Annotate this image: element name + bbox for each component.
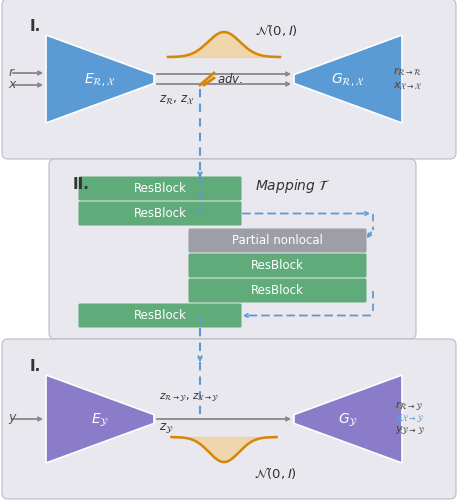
Text: II.: II.	[73, 177, 90, 192]
Polygon shape	[46, 35, 154, 123]
Text: $x_{\mathcal{X}\rightarrow\mathcal{Y}}$: $x_{\mathcal{X}\rightarrow\mathcal{Y}}$	[395, 412, 425, 426]
Text: I.: I.	[30, 359, 41, 374]
FancyBboxPatch shape	[189, 254, 366, 278]
Text: Partial nonlocal: Partial nonlocal	[232, 234, 323, 247]
Text: $Mapping\;\mathcal{T}$: $Mapping\;\mathcal{T}$	[255, 177, 331, 195]
Text: $\mathcal{N}(0,I)$: $\mathcal{N}(0,I)$	[254, 465, 297, 481]
FancyBboxPatch shape	[2, 0, 456, 159]
Text: $adv.$: $adv.$	[217, 72, 243, 86]
Text: $G_{\mathcal{R},\mathcal{X}}$: $G_{\mathcal{R},\mathcal{X}}$	[331, 70, 365, 88]
Text: $E_{\mathcal{Y}}$: $E_{\mathcal{Y}}$	[91, 410, 109, 428]
FancyBboxPatch shape	[78, 176, 242, 201]
Text: $\mathcal{N}(0,I)$: $\mathcal{N}(0,I)$	[255, 22, 298, 38]
Polygon shape	[294, 35, 402, 123]
FancyBboxPatch shape	[78, 202, 242, 226]
Text: $r_{\mathcal{R}\rightarrow\mathcal{R}}$: $r_{\mathcal{R}\rightarrow\mathcal{R}}$	[393, 66, 422, 78]
Text: $y$: $y$	[8, 412, 18, 426]
Text: I.: I.	[30, 19, 41, 34]
FancyBboxPatch shape	[2, 339, 456, 499]
FancyBboxPatch shape	[49, 159, 416, 339]
FancyBboxPatch shape	[189, 278, 366, 302]
Text: ResBlock: ResBlock	[251, 259, 304, 272]
Text: $x_{\mathcal{X}\rightarrow\mathcal{X}}$: $x_{\mathcal{X}\rightarrow\mathcal{X}}$	[393, 80, 423, 92]
Text: $y_{\mathcal{Y}\rightarrow\mathcal{Y}}$: $y_{\mathcal{Y}\rightarrow\mathcal{Y}}$	[395, 424, 425, 438]
Polygon shape	[294, 375, 402, 463]
Text: $r$: $r$	[8, 66, 16, 80]
Text: $G_{\mathcal{Y}}$: $G_{\mathcal{Y}}$	[338, 410, 358, 428]
Text: $z_{\mathcal{R}},\, z_{\mathcal{X}}$: $z_{\mathcal{R}},\, z_{\mathcal{X}}$	[159, 93, 195, 106]
Text: ResBlock: ResBlock	[134, 309, 186, 322]
Text: $z_{\mathcal{Y}}$: $z_{\mathcal{Y}}$	[159, 421, 173, 434]
Polygon shape	[46, 375, 154, 463]
Text: $r_{\mathcal{R}\rightarrow\mathcal{Y}}$: $r_{\mathcal{R}\rightarrow\mathcal{Y}}$	[395, 400, 424, 414]
Text: ResBlock: ResBlock	[251, 284, 304, 297]
Text: ResBlock: ResBlock	[134, 182, 186, 195]
Text: $z_{\mathcal{R}\rightarrow\mathcal{Y}},\, z_{\mathcal{X}\rightarrow\mathcal{Y}}$: $z_{\mathcal{R}\rightarrow\mathcal{Y}},\…	[159, 392, 219, 405]
FancyBboxPatch shape	[78, 304, 242, 328]
Text: ResBlock: ResBlock	[134, 207, 186, 220]
Text: $E_{\mathcal{R},\mathcal{X}}$: $E_{\mathcal{R},\mathcal{X}}$	[84, 70, 116, 88]
Text: $x$: $x$	[8, 78, 18, 92]
FancyBboxPatch shape	[189, 228, 366, 252]
